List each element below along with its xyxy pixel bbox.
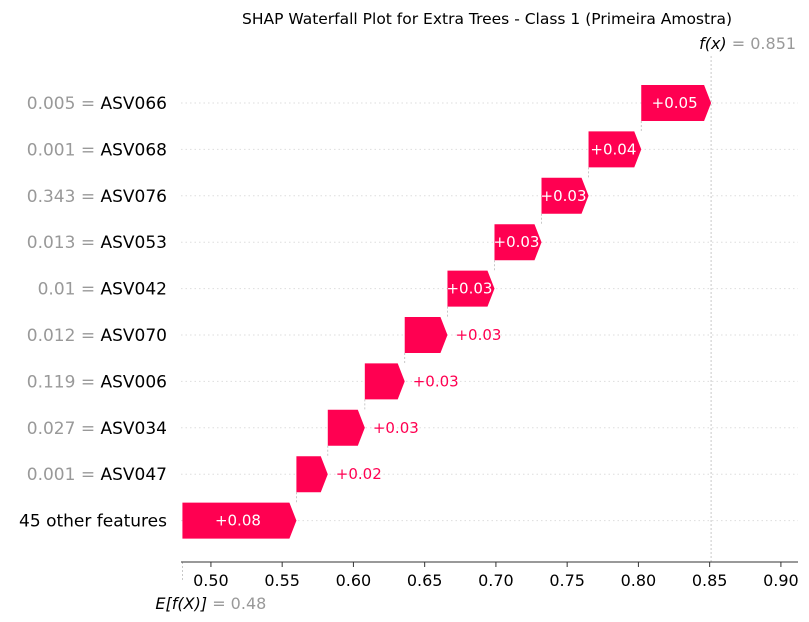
- base-value-number: = 0.48: [212, 594, 266, 613]
- bars-layer: +0.05 +0.04 +0.03 +0.03 +0.03 +0.03 +0.03 +0.03…: [181, 56, 798, 580]
- feature-value: 0.001 =: [27, 465, 101, 485]
- feature-label: 0.343 = ASV076: [27, 187, 167, 207]
- bar-value-label: +0.03: [455, 326, 501, 344]
- feature-name: ASV070: [101, 326, 168, 346]
- shap-bar: [494, 224, 542, 261]
- x-tick-label: 0.85: [692, 571, 728, 590]
- x-tick-label: 0.60: [336, 571, 372, 590]
- feature-name: ASV053: [101, 233, 168, 253]
- x-tick-label: 0.75: [549, 571, 585, 590]
- shap-bar: [296, 456, 328, 493]
- feature-value: 0.012 =: [27, 326, 101, 346]
- feature-label: 0.001 = ASV047: [27, 465, 167, 485]
- feature-value: 0.01 =: [38, 280, 101, 300]
- x-axis: 0.50 0.55 0.60 0.65 0.70 0.75 0.80 0.85 0.90: [181, 561, 799, 590]
- bar-value-label: +0.04: [590, 140, 636, 158]
- feature-label: 0.001 = ASV068: [27, 140, 167, 160]
- feature-value: 0.005 =: [27, 94, 101, 114]
- feature-label: 0.119 = ASV006: [27, 372, 167, 392]
- final-value-label: f(x): [699, 34, 732, 53]
- feature-name: ASV006: [101, 372, 168, 392]
- bar-value-label: +0.08: [215, 512, 261, 530]
- feature-name: ASV068: [101, 140, 168, 160]
- shap-bar: [447, 270, 495, 307]
- shap-bar: [364, 363, 405, 400]
- feature-label: 0.027 = ASV034: [27, 419, 167, 439]
- feature-label: 0.01 = ASV042: [38, 280, 167, 300]
- feature-label: 0.013 = ASV053: [27, 233, 167, 253]
- feature-label: 45 other features: [19, 512, 167, 532]
- bar-value-label: +0.03: [446, 280, 492, 298]
- value-markers: f(x) = 0.851 E[f(X)] = 0.48: [155, 34, 796, 613]
- feature-value: 0.027 =: [27, 419, 101, 439]
- bar-value-label: +0.05: [652, 94, 698, 112]
- bar-value-label: +0.03: [373, 419, 419, 437]
- base-value-marker: E[f(X)] = 0.48: [155, 594, 266, 613]
- shap-bar: [641, 85, 712, 121]
- final-value-number: = 0.851: [732, 34, 796, 53]
- feature-value: 0.001 =: [27, 140, 101, 160]
- feature-name: ASV047: [101, 465, 168, 485]
- feature-name: ASV066: [101, 94, 168, 114]
- shap-bar: [327, 409, 365, 446]
- feature-name: ASV042: [101, 280, 168, 300]
- bar-value-label: +0.02: [336, 465, 382, 483]
- x-tick-label: 0.65: [407, 571, 443, 590]
- shap-bar: [541, 177, 589, 214]
- x-tick-label: 0.55: [264, 571, 300, 590]
- feature-name: 45 other features: [19, 512, 167, 532]
- x-tick-label: 0.50: [193, 571, 229, 590]
- shap-bar: [404, 317, 448, 353]
- bar-value-label: +0.03: [494, 233, 540, 251]
- base-value-label: E[f(X)]: [155, 594, 212, 613]
- feature-label: 0.012 = ASV070: [27, 326, 167, 346]
- x-tick-label: 0.70: [478, 571, 514, 590]
- chart-title: SHAP Waterfall Plot for Extra Trees - Cl…: [242, 10, 732, 28]
- feature-labels: 0.005 = ASV066 0.001 = ASV068 0.343 = ASV0…: [19, 94, 167, 532]
- feature-value: 0.013 =: [27, 233, 101, 253]
- feature-label: 0.005 = ASV066: [27, 94, 167, 114]
- shap-bar: [182, 502, 297, 539]
- shap-bar: [588, 131, 642, 168]
- final-value-marker: f(x) = 0.851: [699, 34, 796, 53]
- x-tick-label: 0.80: [621, 571, 657, 590]
- feature-name: ASV076: [101, 187, 168, 207]
- x-tick-label: 0.90: [763, 571, 799, 590]
- feature-value: 0.343 =: [27, 187, 101, 207]
- feature-value: 0.119 =: [27, 372, 101, 392]
- bar-value-label: +0.03: [541, 187, 587, 205]
- feature-name: ASV034: [101, 419, 168, 439]
- bar-value-label: +0.03: [413, 372, 459, 390]
